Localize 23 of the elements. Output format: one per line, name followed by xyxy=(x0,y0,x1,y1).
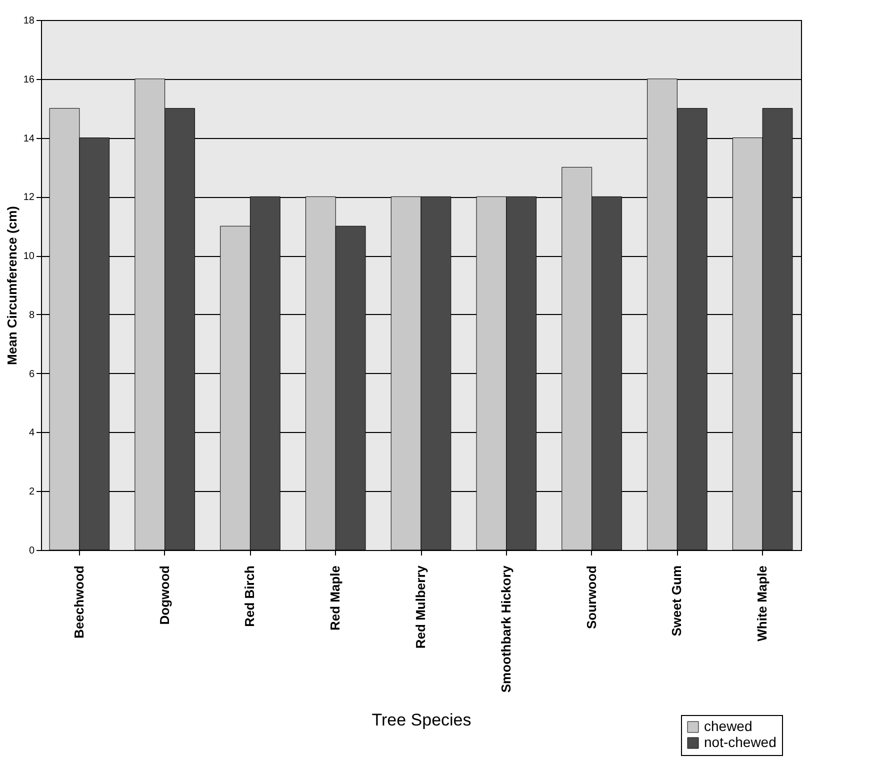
x-tick-label: Smoothbark Hickory xyxy=(498,564,514,693)
x-tick-label: Dogwood xyxy=(156,565,172,625)
y-tick-label: 14 xyxy=(23,133,35,144)
legend-label: chewed xyxy=(704,718,752,734)
y-axis-title: Mean Circumference (cm) xyxy=(4,206,20,365)
y-tick-label: 10 xyxy=(23,251,35,262)
x-tick-label: Sourwood xyxy=(584,565,599,630)
y-tick-label: 18 xyxy=(23,16,35,26)
x-tick-label: Red Mulberry xyxy=(413,564,428,649)
y-tick-label: 2 xyxy=(28,486,35,498)
y-tick-label: 16 xyxy=(23,74,35,86)
x-tick-label: Red Birch xyxy=(242,565,258,627)
y-tick-label: 6 xyxy=(28,368,35,380)
y-tick-label: 4 xyxy=(28,428,35,439)
y-tick-label: 0 xyxy=(28,546,35,556)
y-tick-label: 12 xyxy=(23,192,35,204)
x-tick-label: Sweet Gum xyxy=(669,566,684,636)
x-axis-title: Tree Species xyxy=(372,710,472,730)
y-tick-label: 8 xyxy=(28,310,35,321)
x-tick-label: Red Maple xyxy=(328,566,343,631)
legend-label: not-chewed xyxy=(704,734,776,750)
x-tick-label: White Maple xyxy=(754,566,770,642)
x-tick-label: Beechwood xyxy=(71,565,86,638)
